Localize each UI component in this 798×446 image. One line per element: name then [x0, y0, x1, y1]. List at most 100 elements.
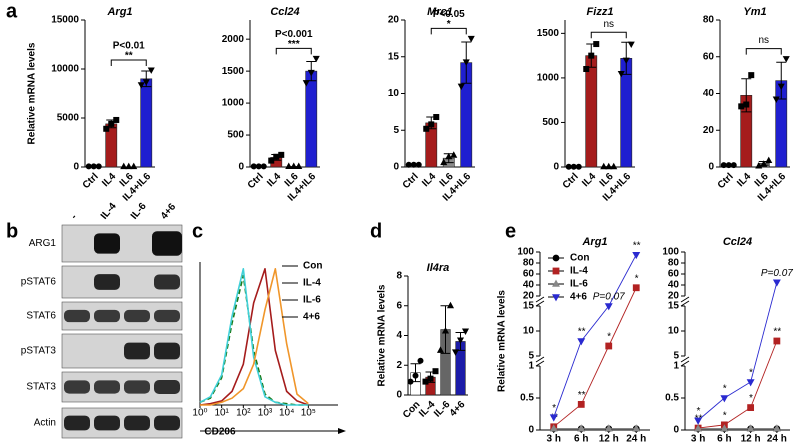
data-point [268, 157, 275, 164]
data-point [632, 424, 641, 432]
y-tick-label: 0 [528, 425, 534, 436]
x-tick-label: 10⁰ [192, 408, 207, 419]
data-point [605, 342, 613, 350]
y-tick-label: 10 [523, 326, 535, 337]
significance: ** [577, 327, 586, 338]
data-point [433, 114, 440, 121]
comparison-bracket [430, 27, 467, 35]
y-tick-label: 8 [396, 271, 402, 282]
data-point [549, 414, 558, 422]
data-point [120, 162, 128, 170]
y-tick-label: 100 [662, 247, 679, 258]
blot-band [124, 342, 150, 360]
data-point [617, 70, 625, 78]
data-point [593, 41, 600, 48]
legend-marker [552, 254, 560, 262]
x-tick-label: IL4 [100, 171, 118, 189]
x-tick-label: Ctrl [561, 171, 581, 191]
data-point [720, 162, 727, 169]
data-point [417, 357, 424, 364]
data-point [772, 96, 780, 103]
significance: P=0.07 [761, 268, 793, 279]
data-point [577, 400, 585, 408]
y-tick-label: 15 [668, 301, 680, 312]
y-tick-label: 1500 [537, 28, 560, 39]
data-point [549, 424, 558, 432]
density-curve [200, 268, 309, 406]
data-point [273, 153, 280, 160]
data-point [260, 163, 267, 170]
data-point [462, 59, 470, 66]
data-point [772, 424, 781, 432]
series-line [697, 282, 778, 421]
y-tick-label: 1 [673, 361, 679, 372]
y-tick-label: 80 [703, 15, 715, 26]
data-point [295, 162, 303, 169]
x-tick-label: 6 h [717, 434, 731, 445]
significance: ** [125, 51, 133, 62]
data-point [577, 338, 586, 346]
data-point [427, 375, 434, 382]
x-tick-label: 10¹ [214, 408, 229, 419]
series-line [553, 254, 637, 418]
data-point [765, 156, 773, 164]
chart-title: Ym1 [743, 6, 766, 18]
axis-break [535, 296, 545, 307]
data-point [457, 83, 465, 91]
bar [140, 78, 153, 168]
data-point [467, 35, 475, 43]
y-tick-label: 5 [673, 351, 679, 362]
data-point [432, 368, 439, 375]
data-point [407, 378, 414, 385]
data-point [113, 116, 120, 123]
x-axis-label: CD206 [204, 427, 236, 438]
x-tick-label: 3 h [547, 434, 561, 445]
comparison-bracket [275, 47, 312, 55]
x-tick-label: 4+6 [448, 399, 468, 419]
legend-label: IL-6 [570, 279, 588, 290]
significance: ** [773, 327, 782, 338]
y-tick-label: 15000 [51, 15, 79, 26]
blot-band [94, 415, 120, 431]
data-point [312, 55, 320, 63]
data-point [142, 79, 150, 86]
x-tick-label: 12 h [599, 434, 619, 445]
panel-label: e [505, 220, 516, 242]
y-tick-label: 0 [553, 162, 559, 173]
data-point [577, 424, 586, 432]
data-point [773, 337, 781, 345]
significance: * [749, 368, 754, 379]
significance: ** [632, 240, 641, 251]
data-point [575, 163, 582, 170]
data-point [440, 158, 448, 166]
data-point [610, 162, 618, 170]
y-tick-label: 0 [238, 162, 244, 173]
data-point [428, 121, 435, 128]
data-point [436, 346, 445, 353]
p-value: P<0.001 [275, 29, 313, 40]
data-point [694, 424, 703, 432]
data-point [782, 56, 790, 63]
data-point [423, 125, 430, 132]
data-point [441, 327, 450, 334]
chart-title: Arg1 [581, 236, 607, 248]
axis-break [680, 356, 690, 367]
lane-label: IL-6 [129, 201, 149, 222]
data-point [405, 161, 412, 168]
panel-label: a [6, 0, 18, 22]
y-tick-label: 40 [523, 280, 535, 291]
blot-band [154, 379, 180, 395]
data-point [278, 151, 285, 158]
chart-title: Fizz1 [587, 6, 614, 18]
x-tick-label: 12 h [741, 434, 761, 445]
axis-arrow-head [338, 428, 346, 434]
data-point [627, 41, 635, 49]
legend-marker [552, 279, 560, 287]
legend-marker [552, 294, 560, 302]
blot-band [154, 309, 180, 323]
data-point [290, 162, 298, 169]
data-point [255, 163, 262, 170]
blot-band [64, 380, 90, 394]
blot-band [94, 380, 120, 394]
